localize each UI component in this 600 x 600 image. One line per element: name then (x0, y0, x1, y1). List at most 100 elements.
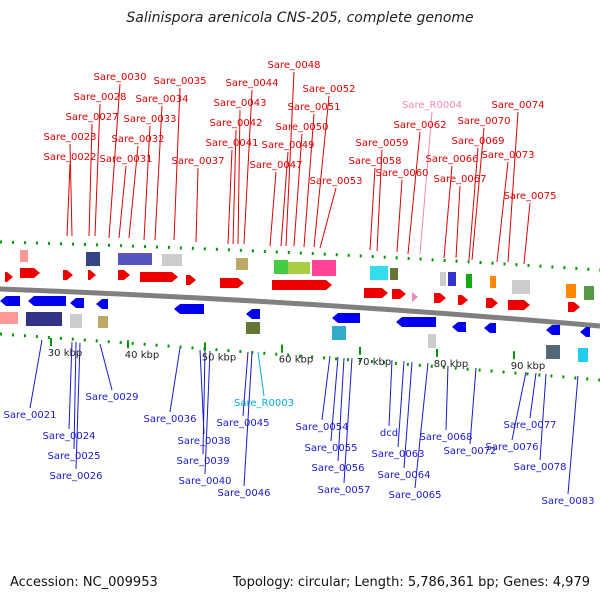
reverse-gene-arrow (332, 313, 360, 323)
kbp-label: 60 kbp (279, 355, 313, 366)
gene-label: Sare_0063 (372, 449, 425, 460)
gene-label: Sare_0056 (312, 463, 365, 474)
label-connector (407, 131, 421, 255)
gene-label: Sare_0021 (4, 410, 57, 421)
forward-gene-arrow (63, 270, 73, 280)
label-connector (507, 111, 519, 263)
label-connector (376, 149, 383, 252)
feature-box (274, 260, 288, 274)
label-connector (471, 127, 485, 261)
forward-gene-arrow (20, 268, 40, 278)
label-connector (419, 111, 433, 255)
label-connector (455, 185, 461, 259)
label-connector (496, 161, 509, 263)
feature-box (370, 266, 388, 280)
feature-box (162, 254, 182, 266)
gene-label: Sare_0052 (303, 84, 356, 95)
kbp-label: 40 kbp (125, 350, 159, 361)
label-connector (269, 171, 277, 247)
label-connector (68, 341, 73, 430)
reverse-gene-arrow (246, 309, 260, 319)
gene-label: Sare_0049 (262, 140, 315, 151)
label-connector (99, 343, 113, 391)
gene-label: Sare_0070 (458, 116, 511, 127)
feature-box (118, 253, 152, 265)
forward-gene-arrow (140, 272, 178, 282)
forward-gene-arrow (568, 302, 580, 312)
kbp-label: 70 kbp (357, 357, 391, 368)
label-connector (319, 187, 337, 249)
feature-box (512, 280, 530, 294)
gene-label: Sare_0066 (426, 154, 479, 165)
gene-label: Sare_0060 (376, 168, 429, 179)
forward-gene-arrow (486, 298, 498, 308)
label-connector (73, 341, 77, 450)
label-connector (445, 365, 449, 431)
label-connector (29, 339, 43, 409)
gene-label: Sare_0022 (44, 152, 97, 163)
label-connector (330, 356, 339, 442)
lower-tick-row (0, 332, 600, 382)
label-connector (285, 71, 295, 247)
gene-label: Sare_0064 (378, 470, 431, 481)
kbp-label: 30 kbp (48, 348, 82, 359)
gene-label: Sare_0058 (349, 156, 402, 167)
upper-tick-row (0, 240, 600, 272)
forward-gene-arrow (392, 289, 406, 299)
feature-box (448, 272, 456, 286)
gene-label: Sare_0069 (452, 136, 505, 147)
forward-gene-arrow (412, 292, 418, 302)
gene-label: Sare_0030 (94, 72, 147, 83)
gene-label: Sare_0067 (434, 174, 487, 185)
feature-box (70, 314, 82, 328)
forward-gene-arrow (458, 295, 468, 305)
gene-label: Sare_0047 (250, 160, 303, 171)
label-connector (337, 357, 345, 462)
label-connector (169, 347, 181, 413)
label-connector (108, 83, 121, 239)
reverse-gene-arrow (0, 296, 20, 306)
feature-box (428, 334, 436, 348)
label-connector (143, 125, 151, 241)
gene-label: Sare_0045 (217, 418, 270, 429)
label-connector (523, 202, 531, 265)
gene-label: Sare_0041 (206, 138, 259, 149)
gene-label: Sare_0075 (504, 191, 557, 202)
gene-label: dcd (380, 428, 398, 439)
reverse-gene-arrow (96, 299, 108, 309)
label-connector (469, 367, 477, 445)
gene-label: Sare_0083 (542, 496, 595, 507)
label-connector (396, 179, 403, 253)
accession-text: Accession: NC_009953 (10, 575, 158, 590)
label-connector (94, 103, 101, 237)
map-decor (0, 240, 600, 382)
gene-label: Sare_0033 (124, 114, 177, 125)
forward-gene-arrow (272, 280, 332, 290)
gene-label: Sare_0053 (310, 176, 363, 187)
label-connector (204, 350, 211, 475)
bottom-gene-labels: Sare_0021 Sare_0024 Sare_0025 Sare_0026 Sare… (4, 392, 595, 507)
label-connector (567, 375, 579, 495)
label-connector (468, 147, 479, 261)
genome-backbone (0, 286, 600, 329)
feature-box (236, 258, 248, 270)
label-connector (403, 361, 413, 469)
gene-label: Sare_0032 (112, 134, 165, 145)
feature-box (332, 326, 346, 340)
gene-label: Sare_0050 (276, 122, 329, 133)
gene-label: Sare_0044 (226, 78, 279, 89)
reverse-gene-arrow (28, 296, 66, 306)
gene-label: Sare_0076 (486, 442, 539, 453)
forward-gene-arrow (364, 288, 388, 298)
label-connector (242, 351, 249, 417)
label-connector (227, 149, 233, 245)
gene-label: Sare_0029 (86, 392, 139, 403)
label-connector (237, 109, 241, 245)
label-connector (343, 357, 353, 484)
gene-label: Sare_0072 (444, 446, 497, 457)
label-connector (243, 352, 253, 487)
reverse-gene-arrow (546, 325, 560, 335)
label-connector (529, 372, 537, 419)
feature-box (0, 312, 18, 324)
label-connector (414, 362, 429, 489)
